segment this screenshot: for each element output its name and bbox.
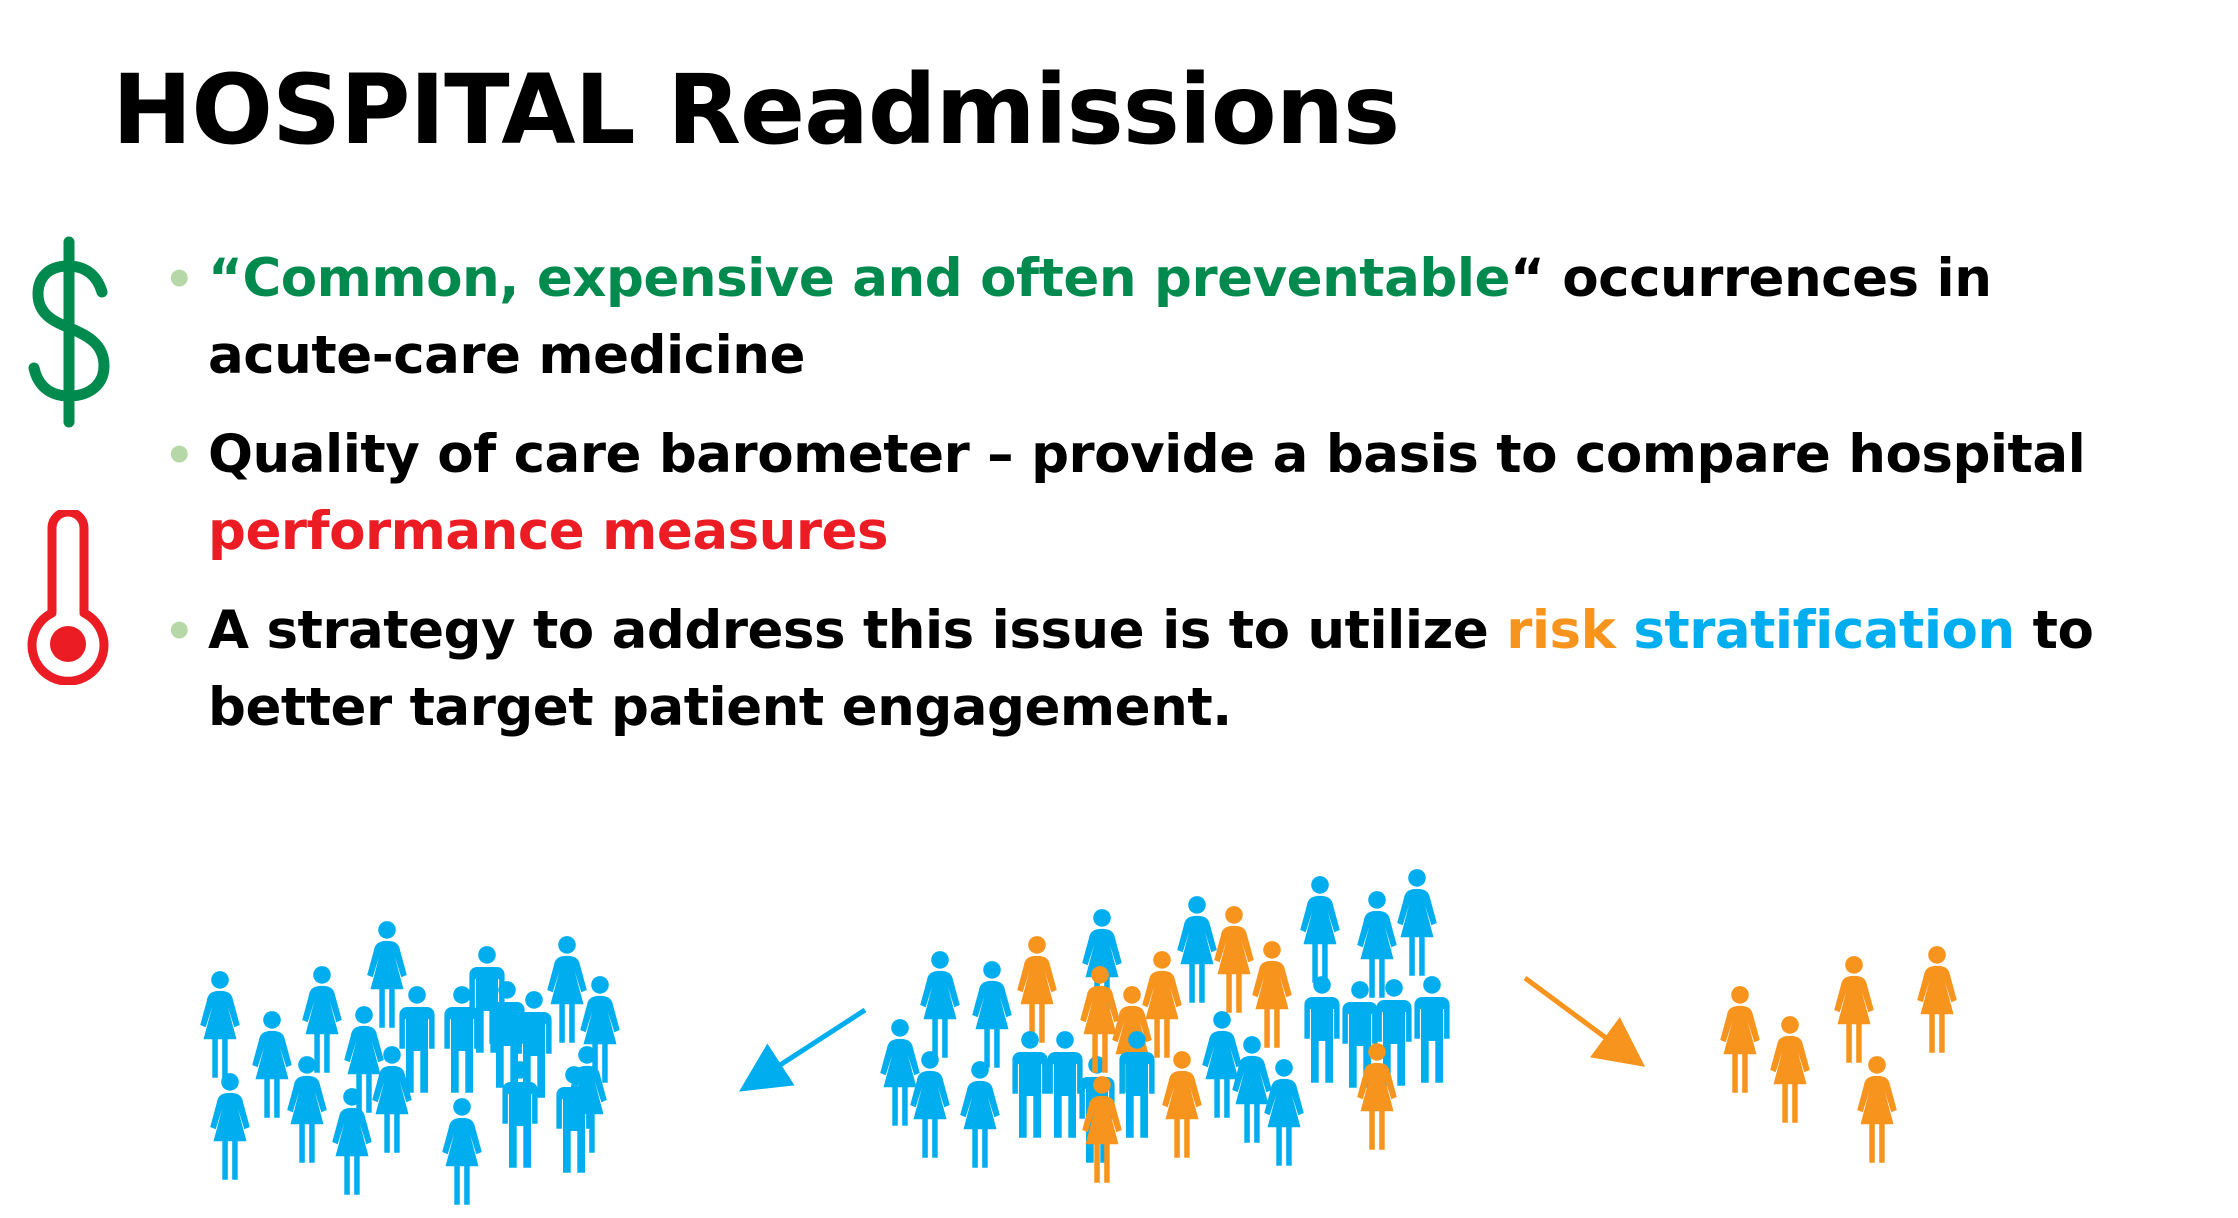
bullet-2-text: Quality of care barometer – provide a ba…	[208, 424, 2086, 485]
person-icon	[442, 1098, 482, 1205]
person-icon	[880, 1019, 920, 1126]
arrow-icon	[739, 1007, 867, 1092]
bullet-item: • “Common, expensive and often preventabl…	[160, 240, 2180, 394]
arrow-icon	[1523, 975, 1646, 1067]
person-icon	[502, 1061, 538, 1168]
person-icon	[332, 1088, 372, 1195]
person-icon	[1397, 869, 1437, 976]
person-icon	[1252, 941, 1292, 1048]
bullet-3-risk: risk	[1506, 600, 1616, 661]
page-title: HOSPITAL Readmissions	[112, 54, 1400, 166]
bullet-3-text: A strategy to address this issue is to u…	[208, 600, 1507, 661]
person-icon	[1214, 906, 1254, 1013]
person-icon	[972, 961, 1012, 1068]
person-icon	[1017, 936, 1057, 1043]
person-icon	[1720, 986, 1760, 1093]
person-icon	[1300, 876, 1340, 983]
person-icon	[1917, 946, 1957, 1053]
person-icon	[920, 951, 960, 1058]
person-icon	[1012, 1031, 1048, 1138]
person-icon	[1047, 1031, 1083, 1138]
person-icon	[1264, 1059, 1304, 1166]
bullet-dot: •	[164, 604, 195, 660]
person-icon	[1834, 956, 1874, 1063]
bullet-1-text: “ occurrences in acute-care medicine	[208, 248, 1992, 386]
person-icon	[1304, 976, 1340, 1083]
bullet-3-suffix: to better target patient engagement.	[208, 600, 2094, 738]
person-icon	[1770, 1016, 1810, 1123]
person-icon	[547, 936, 587, 1043]
bullet-3-stratification: stratification	[1633, 600, 2015, 661]
person-icon	[287, 1056, 327, 1163]
person-icon	[1202, 1011, 1242, 1118]
person-icon	[252, 1011, 292, 1118]
person-icon	[960, 1061, 1000, 1168]
person-icon	[200, 971, 240, 1078]
population-illustration	[200, 869, 1957, 1205]
person-icon	[1857, 1056, 1897, 1163]
person-icon	[372, 1046, 412, 1153]
bullet-2-highlight: performance measures	[208, 501, 889, 562]
bullet-list: • “Common, expensive and often preventabl…	[160, 240, 2180, 768]
bullet-dot: •	[164, 252, 195, 308]
bullet-1-open-quote: “	[208, 248, 243, 309]
bullet-3-space	[1615, 600, 1633, 661]
person-icon	[1357, 1043, 1397, 1150]
person-icon	[1162, 1051, 1202, 1158]
thermometer-icon	[27, 510, 109, 685]
bullet-item: • Quality of care barometer – provide a b…	[160, 416, 2180, 570]
person-icon	[1414, 976, 1450, 1083]
bullet-item: • A strategy to address this issue is to …	[160, 592, 2180, 746]
bullet-1-highlight: Common, expensive and often preventable	[242, 248, 1510, 309]
person-icon	[567, 1046, 607, 1153]
person-icon	[1177, 896, 1217, 1003]
person-icon	[210, 1073, 250, 1180]
bullet-dot: •	[164, 428, 195, 484]
person-icon	[1142, 951, 1182, 1058]
dollar-icon	[28, 236, 110, 428]
